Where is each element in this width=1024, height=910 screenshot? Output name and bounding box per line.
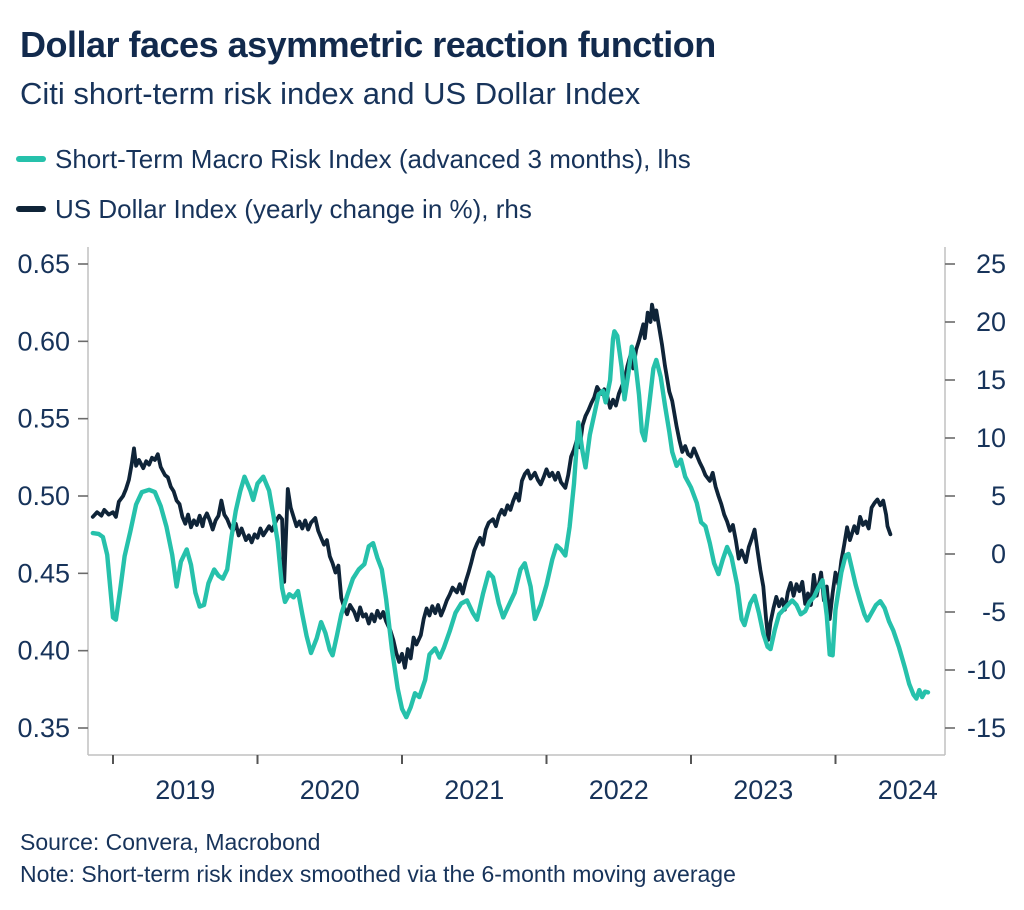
left-axis-tick-label: 0.60 [17,326,70,356]
right-axis-tick-label: 15 [976,365,1006,395]
right-axis-tick-label: 5 [991,481,1006,511]
right-axis-tick-label: -5 [982,597,1006,627]
dollar-index-line [90,302,893,670]
x-axis-year-label: 2019 [155,775,215,805]
x-axis-year-label: 2023 [733,775,793,805]
legend-label-dollar-index: US Dollar Index (yearly change in %), rh… [55,193,532,224]
risk-index-swatch-icon [16,156,46,162]
chart-footer: Source: Convera, Macrobond Note: Short-t… [20,826,736,890]
x-axis-year-label: 2021 [444,775,504,805]
x-axis-year-label: 2022 [589,775,649,805]
source-text: Source: Convera, Macrobond [20,829,321,855]
note-text: Note: Short-term risk index smoothed via… [20,861,736,887]
dollar-index-swatch-icon [16,206,46,212]
left-axis-tick-label: 0.35 [17,713,70,743]
chart-legend: Short-Term Macro Risk Index (advanced 3 … [16,142,691,242]
left-axis-tick-label: 0.55 [17,404,70,434]
legend-label-risk-index: Short-Term Macro Risk Index (advanced 3 … [55,143,691,174]
right-axis-tick-label: -10 [967,655,1006,685]
left-axis-tick-label: 0.45 [17,558,70,588]
right-axis-tick-label: -15 [967,713,1006,743]
x-axis-year-label: 2020 [300,775,360,805]
x-axis-year-label: 2024 [878,775,938,805]
right-axis-tick-label: 25 [976,249,1006,279]
risk-index-line [90,329,931,720]
left-axis-tick-label: 0.40 [17,636,70,666]
right-axis-tick-label: 20 [976,307,1006,337]
page-title: Dollar faces asymmetric reaction functio… [20,24,716,65]
legend-item-risk-index: Short-Term Macro Risk Index (advanced 3 … [16,142,691,176]
line-chart: 0.65 0.60 0.55 0.50 0.45 0.40 0.35 25 20 15 10 5 0 -5… [17,247,1006,805]
legend-item-dollar-index: US Dollar Index (yearly change in %), rh… [16,192,691,226]
chart-subtitle: Citi short-term risk index and US Dollar… [20,76,641,111]
left-axis-tick-label: 0.65 [17,249,70,279]
right-axis-tick-label: 0 [991,539,1006,569]
left-axis-tick-label: 0.50 [17,481,70,511]
right-axis-tick-label: 10 [976,423,1006,453]
